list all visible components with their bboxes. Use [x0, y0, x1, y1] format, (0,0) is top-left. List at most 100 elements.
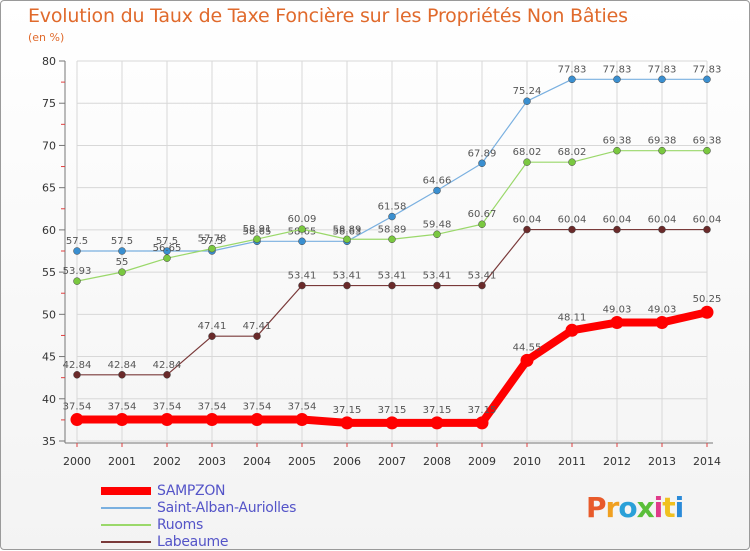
x-tick-label: 2006 [333, 455, 361, 468]
data-label: 69.38 [648, 136, 677, 147]
data-label: 53.41 [333, 271, 362, 282]
data-label: 50.25 [693, 294, 722, 305]
data-point [433, 230, 441, 239]
data-point [118, 268, 126, 276]
data-point [253, 332, 261, 340]
data-label: 69.38 [603, 136, 632, 147]
data-label: 77.83 [648, 64, 677, 75]
data-label: 53.41 [378, 271, 407, 282]
data-label: 77.83 [693, 64, 722, 75]
data-point [700, 305, 714, 319]
y-tick-label: 80 [42, 55, 56, 68]
chart-title: Evolution du Taux de Taxe Foncière sur l… [28, 5, 628, 27]
logo-letter: t [662, 491, 675, 524]
data-label: 59.48 [423, 219, 452, 230]
data-point [73, 247, 81, 255]
data-point [73, 371, 81, 379]
legend-swatch [101, 524, 151, 526]
data-label: 60.04 [558, 215, 587, 226]
x-tick-label: 2012 [603, 455, 631, 468]
data-point [430, 416, 444, 430]
data-label: 49.03 [603, 305, 632, 316]
data-label: 47.41 [198, 321, 227, 332]
data-point [568, 225, 576, 234]
x-tick-label: 2001 [108, 455, 136, 468]
data-point [163, 371, 171, 379]
data-label: 57.78 [198, 234, 227, 245]
data-point [613, 225, 621, 234]
proxiti-logo: Proxiti [586, 491, 684, 524]
legend-label: Saint-Alban-Auriolles [157, 500, 297, 516]
data-label: 60.04 [648, 215, 677, 226]
data-point [523, 158, 531, 166]
data-point [118, 371, 126, 379]
y-tick-label: 45 [42, 351, 56, 364]
data-label: 53.41 [468, 271, 497, 282]
data-label: 58.89 [333, 224, 362, 235]
data-label: 37.54 [153, 402, 182, 413]
data-point [568, 75, 576, 84]
data-point [433, 281, 441, 290]
x-tick-label: 2014 [693, 455, 721, 468]
data-label: 57.5 [156, 236, 178, 247]
x-tick-label: 2003 [198, 455, 226, 468]
legend-label: Labeaume [157, 534, 229, 550]
data-point [115, 413, 129, 427]
x-tick-label: 2010 [513, 455, 541, 468]
data-point [205, 413, 219, 427]
data-point [340, 416, 354, 430]
data-label: 48.11 [558, 312, 587, 323]
data-label: 37.54 [108, 402, 137, 413]
data-point [613, 146, 621, 155]
data-point [253, 235, 261, 243]
data-label: 53.41 [423, 271, 452, 282]
y-tick-label: 70 [42, 139, 56, 152]
data-label: 67.89 [468, 148, 497, 159]
data-label: 57.5 [111, 236, 133, 247]
data-label: 44.55 [513, 342, 542, 353]
data-point [703, 225, 711, 234]
y-tick-label: 50 [42, 308, 56, 321]
data-point [658, 146, 666, 155]
data-label: 60.04 [513, 215, 542, 226]
data-point [568, 158, 576, 166]
data-label: 55 [116, 257, 129, 268]
data-point [565, 323, 579, 337]
data-point [478, 159, 486, 168]
y-tick-label: 60 [42, 224, 56, 237]
x-tick-label: 2004 [243, 455, 271, 468]
y-tick-label: 35 [42, 435, 56, 448]
data-point [520, 353, 534, 367]
data-point [163, 254, 171, 262]
y-tick-label: 55 [42, 266, 56, 279]
data-label: 37.15 [378, 405, 407, 416]
legend-label: SAMPZON [157, 483, 226, 499]
data-label: 58.89 [378, 224, 407, 235]
logo-letter: o [618, 491, 637, 524]
data-point [70, 413, 84, 427]
legend-swatch [101, 507, 151, 509]
data-point [478, 281, 486, 290]
data-point [433, 186, 441, 195]
data-point [298, 225, 306, 233]
data-label: 42.84 [153, 360, 182, 371]
data-label: 37.54 [198, 402, 227, 413]
data-label: 75.24 [513, 86, 542, 97]
data-point [523, 225, 531, 234]
data-label: 58.63 [333, 226, 362, 237]
data-label: 42.84 [108, 360, 137, 371]
data-point [388, 235, 396, 244]
data-label: 53.41 [288, 271, 317, 282]
chart-subtitle: (en %) [28, 31, 65, 44]
legend-label: Ruoms [157, 517, 203, 533]
x-tick-label: 2005 [288, 455, 316, 468]
data-point [475, 416, 489, 430]
data-label: 77.83 [558, 64, 587, 75]
data-label: 64.66 [423, 176, 452, 187]
data-point [295, 413, 309, 427]
data-label: 58.91 [243, 224, 272, 235]
data-label: 47.41 [243, 321, 272, 332]
data-point [388, 281, 396, 290]
data-label: 57.5 [66, 236, 88, 247]
